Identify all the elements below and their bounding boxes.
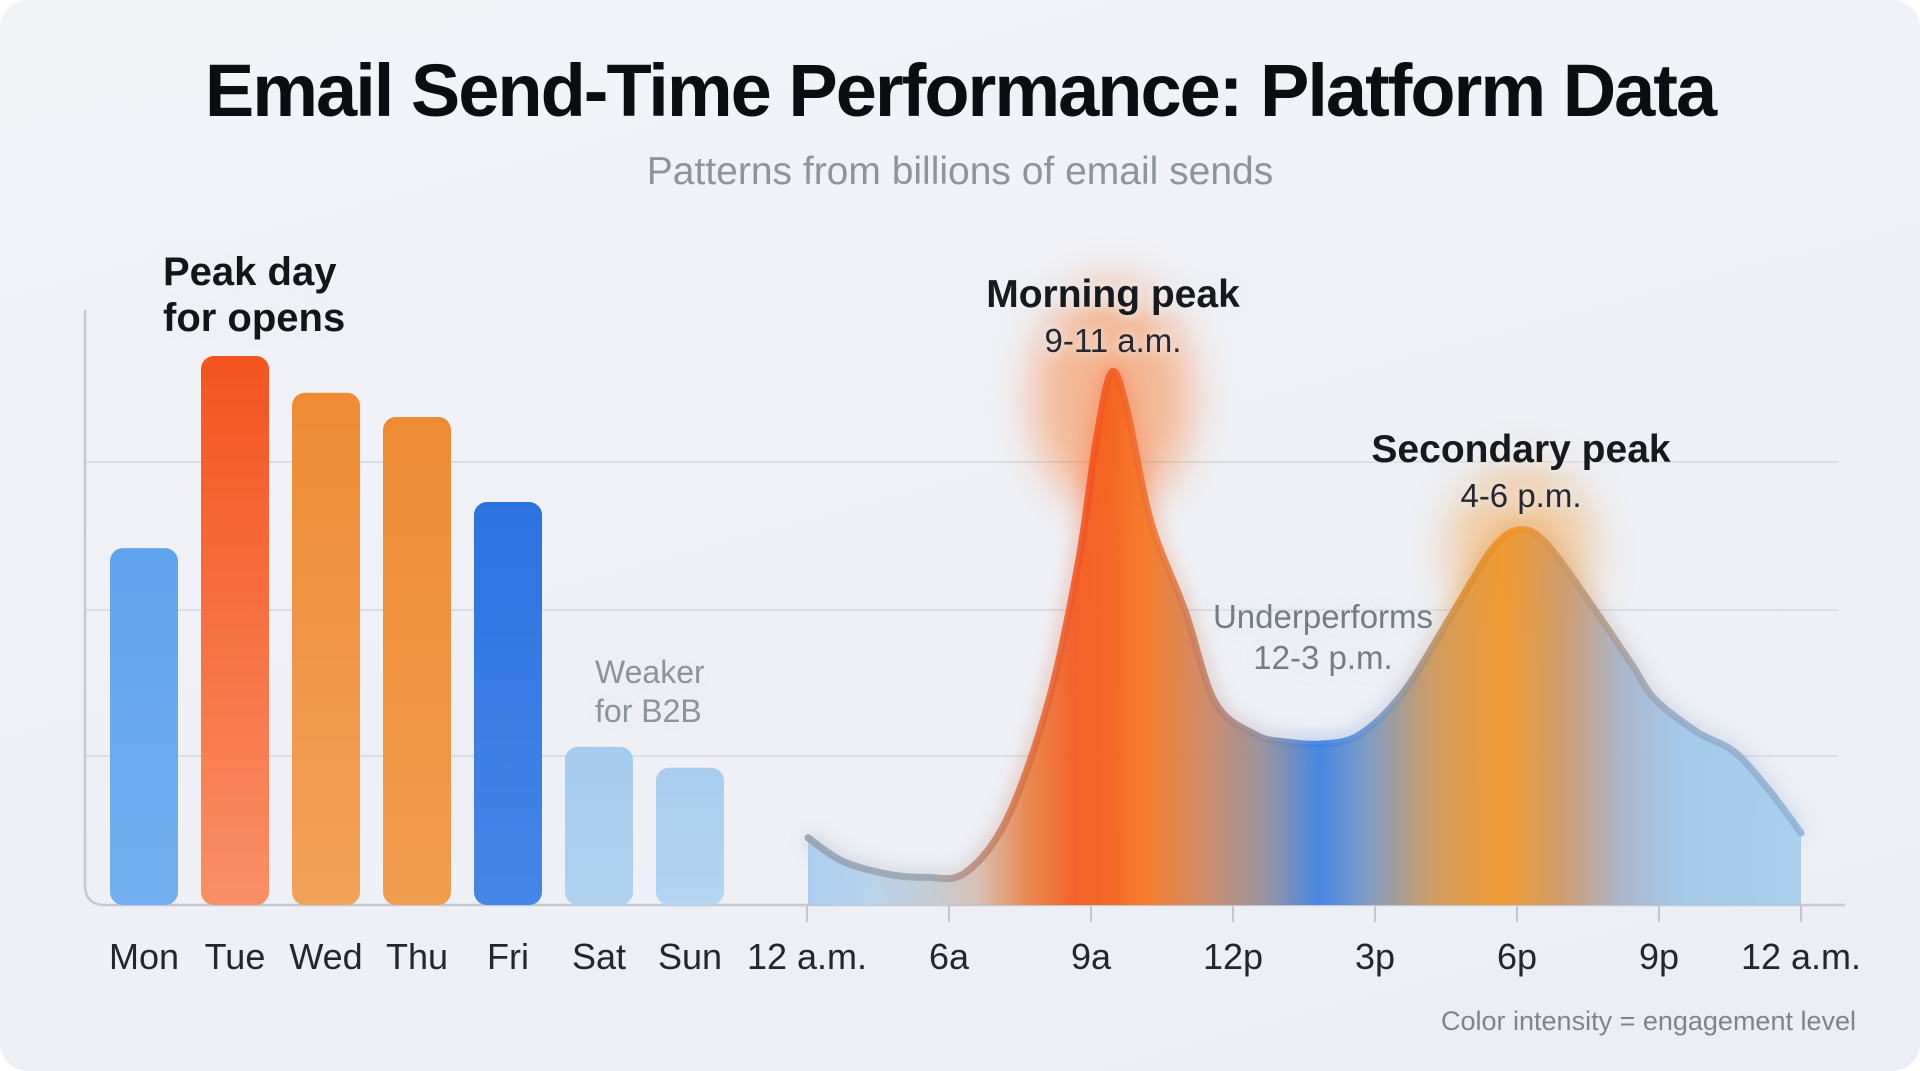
bar-sun [656,767,724,905]
footer-note: Color intensity = engagement level [1441,1006,1856,1036]
bar-sat [565,746,633,905]
bar-tue [201,356,269,905]
page-title: Email Send-Time Performance: Platform Da… [204,49,1717,132]
bar-mon [110,548,178,905]
bar-fri [474,502,542,905]
bar-thu [383,416,451,905]
engagement-curve-area [808,371,1801,906]
page-subtitle: Patterns from billions of email sends [646,150,1274,193]
engagement-curve-line [804,367,1805,883]
bar-wed [292,392,360,906]
axis-frame [83,310,1845,907]
